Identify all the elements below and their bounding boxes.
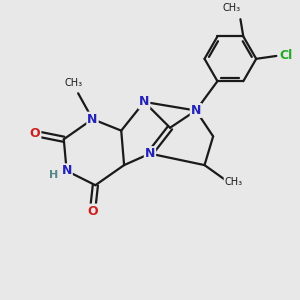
Text: N: N xyxy=(87,112,98,126)
Text: N: N xyxy=(145,147,155,160)
Text: N: N xyxy=(61,164,72,177)
Text: CH₃: CH₃ xyxy=(65,78,83,88)
Text: N: N xyxy=(139,95,149,108)
Text: H: H xyxy=(49,170,58,180)
Text: N: N xyxy=(191,104,201,117)
Text: Cl: Cl xyxy=(280,50,293,62)
Text: O: O xyxy=(30,127,40,140)
Text: CH₃: CH₃ xyxy=(223,4,241,14)
Text: O: O xyxy=(87,205,98,218)
Text: CH₃: CH₃ xyxy=(224,177,242,187)
